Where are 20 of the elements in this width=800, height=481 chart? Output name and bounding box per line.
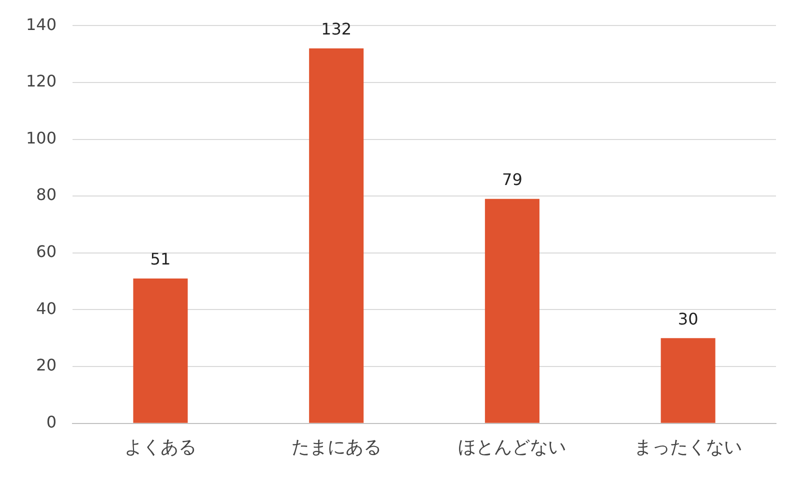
- bar: [484, 198, 540, 423]
- data-label: 30: [678, 309, 698, 328]
- y-tick-label: 20: [36, 356, 57, 375]
- y-tick-label: 60: [36, 242, 57, 262]
- x-tick-label: よくある: [124, 436, 196, 458]
- y-tick-label: 100: [26, 128, 57, 148]
- y-tick-label: 0: [46, 412, 57, 432]
- data-label: 132: [321, 19, 352, 38]
- y-tick-label: 120: [26, 72, 57, 91]
- x-tick-label: たまにある: [291, 436, 382, 458]
- x-tick-label: まったくない: [634, 436, 742, 458]
- y-tick-label: 80: [36, 185, 57, 204]
- bar: [309, 48, 364, 423]
- bar: [133, 278, 188, 423]
- data-label: 79: [502, 170, 522, 190]
- data-label: 51: [150, 250, 171, 269]
- bar: [660, 338, 716, 423]
- y-tick-label: 40: [36, 298, 57, 318]
- x-tick-label: ほとんどない: [458, 436, 566, 458]
- y-tick-label: 140: [26, 14, 57, 34]
